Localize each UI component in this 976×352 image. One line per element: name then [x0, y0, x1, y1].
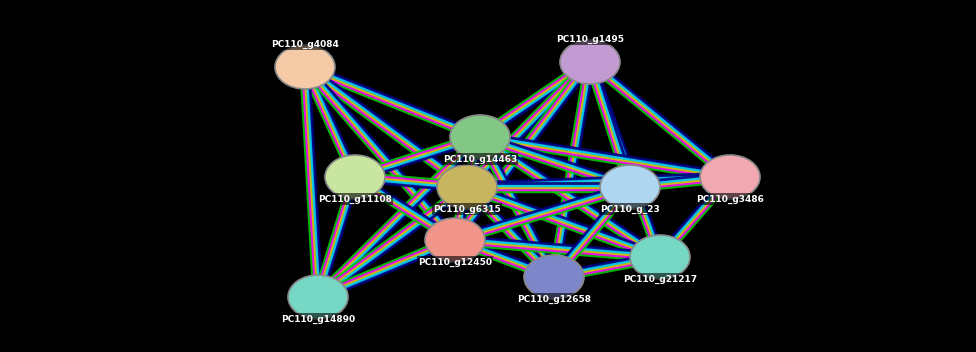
Ellipse shape [630, 235, 690, 279]
Ellipse shape [425, 218, 485, 262]
Ellipse shape [450, 115, 510, 159]
Ellipse shape [325, 155, 385, 199]
Text: PC110_g14463: PC110_g14463 [443, 155, 517, 164]
Text: PC110_g11108: PC110_g11108 [318, 194, 392, 203]
Text: PC110_g3486: PC110_g3486 [696, 194, 764, 203]
Ellipse shape [700, 155, 760, 199]
Ellipse shape [560, 40, 620, 84]
Ellipse shape [275, 45, 335, 89]
Text: PC110_g14890: PC110_g14890 [281, 314, 355, 323]
Text: PC110_g12450: PC110_g12450 [418, 257, 492, 266]
Ellipse shape [600, 165, 660, 209]
Text: PC110_g21217: PC110_g21217 [623, 275, 697, 284]
Text: PC110_g1495: PC110_g1495 [556, 34, 624, 44]
Text: PC110_g12658: PC110_g12658 [517, 294, 591, 303]
Text: PC110_g4084: PC110_g4084 [271, 39, 339, 49]
Ellipse shape [524, 255, 584, 299]
Ellipse shape [437, 165, 497, 209]
Text: PC110_g_23: PC110_g_23 [600, 205, 660, 214]
Text: PC110_g6315: PC110_g6315 [433, 205, 501, 214]
Ellipse shape [288, 275, 348, 319]
